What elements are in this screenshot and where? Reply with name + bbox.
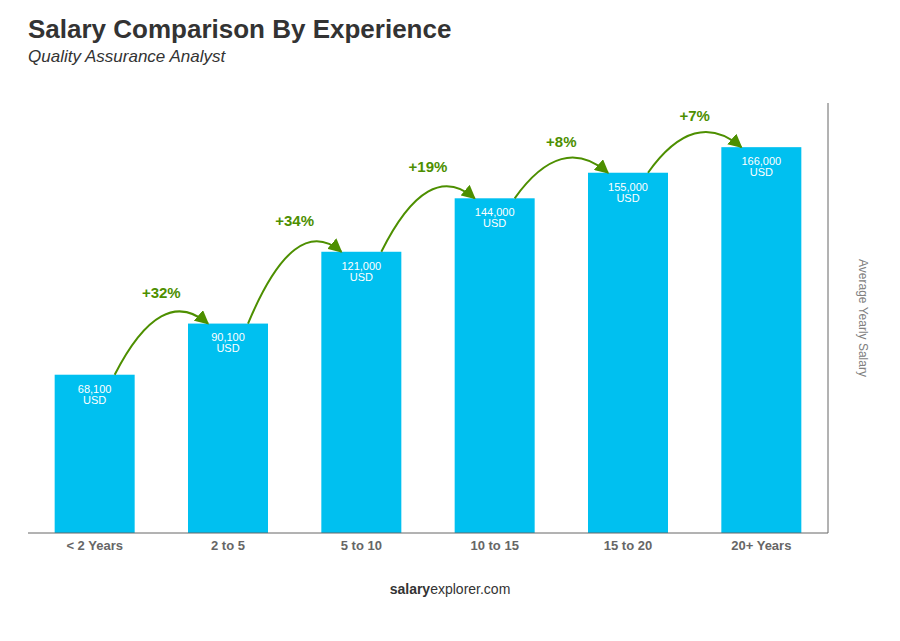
svg-text:+34%: +34%	[275, 212, 314, 229]
svg-text:< 2 Years: < 2 Years	[66, 538, 123, 553]
svg-text:68,100USD: 68,100USD	[78, 383, 112, 406]
svg-text:+7%: +7%	[679, 107, 709, 124]
svg-text:15 to 20: 15 to 20	[604, 538, 652, 553]
svg-text:+19%: +19%	[409, 158, 448, 175]
html-text:Quality Assurance Analyst: Quality Assurance Analyst	[28, 47, 226, 66]
svg-text:+32%: +32%	[142, 284, 181, 301]
svg-text:Average Yearly Salary: Average Yearly Salary	[856, 259, 870, 377]
html-text:salary explorer.com: salary explorer.com	[389, 581, 511, 597]
svg-text:121,000USD: 121,000USD	[341, 260, 381, 283]
svg-text:5 to 10: 5 to 10	[341, 538, 382, 553]
svg-text:166,000USD: 166,000USD	[741, 155, 781, 178]
svg-text:20+ Years: 20+ Years	[731, 538, 791, 553]
svg-text:155,000USD: 155,000USD	[608, 181, 648, 204]
svg-text:90,100USD: 90,100USD	[211, 331, 245, 354]
svg-text:+8%: +8%	[546, 133, 576, 150]
svg-text:144,000USD: 144,000USD	[475, 206, 515, 229]
svg-text:10 to 15: 10 to 15	[470, 538, 518, 553]
svg-text:2 to 5: 2 to 5	[211, 538, 245, 553]
html-text:Salary Comparison By Experienc: Salary Comparison By Experience	[28, 14, 452, 44]
